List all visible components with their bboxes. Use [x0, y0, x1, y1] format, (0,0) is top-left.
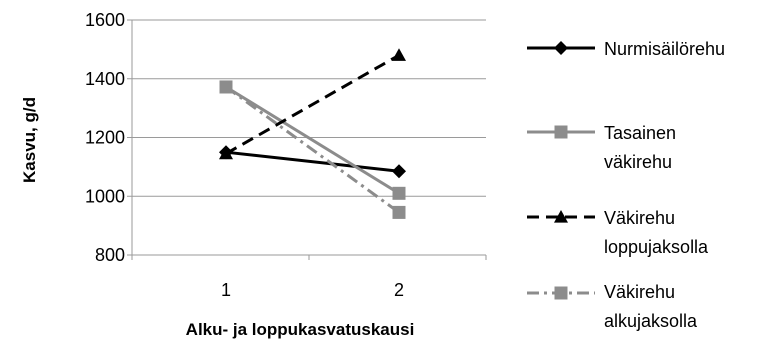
- data-point-triangle: [219, 146, 233, 160]
- legend-item: Väkirehu loppujaksolla: [527, 208, 709, 257]
- legend-item: Nurmisäilörehu: [527, 39, 725, 59]
- data-point-diamond: [392, 164, 406, 179]
- legend-label: alkujaksolla: [604, 311, 698, 331]
- legend-item: Väkirehu alkujaksolla: [527, 282, 698, 331]
- x-tick-label: 1: [221, 280, 231, 300]
- gridlines: [132, 19, 486, 197]
- legend-item: Tasainen väkirehu: [527, 123, 676, 172]
- series-line: [225, 85, 400, 195]
- y-tick-label: 1200: [85, 128, 125, 148]
- legend-marker-diamond: [554, 41, 568, 55]
- x-axis-title: Alku- ja loppukasvatuskausi: [186, 320, 415, 339]
- series-3: [219, 48, 406, 160]
- legend-label: väkirehu: [604, 152, 672, 172]
- y-tick-label: 1400: [85, 69, 125, 89]
- series-line: [225, 53, 400, 155]
- y-tick-label: 1000: [85, 186, 125, 206]
- series-layer: [219, 48, 406, 219]
- series-4: [219, 80, 406, 219]
- data-point-square: [219, 80, 233, 94]
- axes: [127, 19, 487, 260]
- series-line: [225, 150, 400, 173]
- series-line: [225, 85, 400, 214]
- data-point-square: [392, 205, 406, 219]
- legend-marker-square: [554, 286, 568, 300]
- legend-label: Väkirehu: [604, 208, 675, 228]
- legend-label: Nurmisäilörehu: [604, 39, 725, 59]
- legend-label: Tasainen: [604, 123, 676, 143]
- y-tick-label: 800: [95, 245, 125, 265]
- legend: Nurmisäilörehu Tasainen väkirehu Väkirehu lo…: [527, 39, 725, 331]
- data-point-square: [392, 186, 406, 200]
- legend-label: Väkirehu: [604, 282, 675, 302]
- y-tick-labels: 800 1000 1200 1400 1600: [85, 10, 125, 265]
- legend-marker-square: [554, 125, 568, 139]
- data-point-triangle: [392, 48, 406, 61]
- y-tick-label: 1600: [85, 10, 125, 30]
- legend-label: loppujaksolla: [604, 237, 709, 257]
- x-tick-label: 2: [394, 280, 404, 300]
- legend-marker-triangle: [554, 210, 568, 223]
- y-axis-title: Kasvu, g/d: [20, 97, 39, 183]
